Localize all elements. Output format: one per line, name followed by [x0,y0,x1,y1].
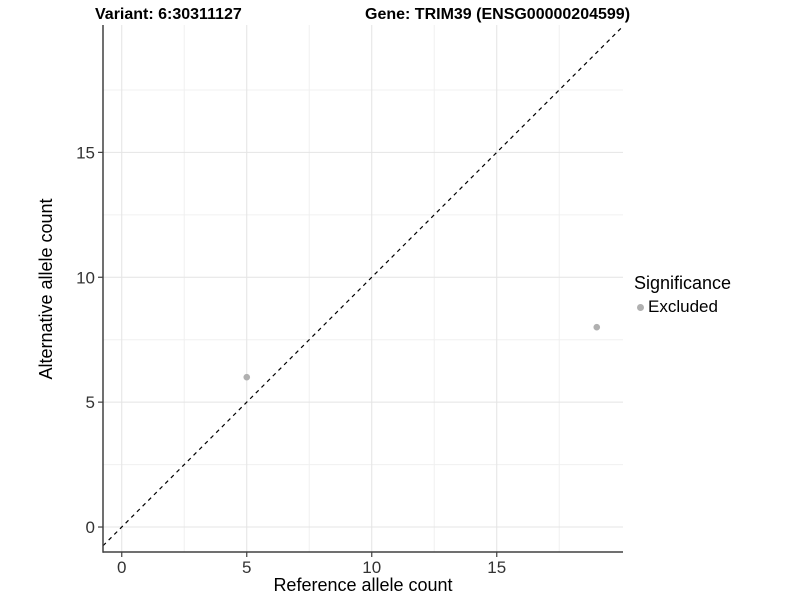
x-axis-title: Reference allele count [273,575,453,595]
legend-point-icon [637,303,644,311]
variant-title: Variant: 6:30311127 [95,6,242,23]
legend-item-excluded: Excluded [634,297,731,317]
data-point [593,323,601,331]
x-tick-label: 5 [242,558,251,577]
gene-title: Gene: TRIM39 (ENSG00000204599) [365,6,631,23]
y-tick-label: 10 [76,268,95,287]
y-tick-label: 0 [86,518,95,537]
data-point [243,373,251,381]
x-tick-label: 15 [487,558,506,577]
legend: Significance Excluded [634,273,731,317]
x-tick-label: 0 [117,558,126,577]
x-tick-label: 10 [362,558,381,577]
legend-title: Significance [634,273,732,293]
y-axis-title: Alternative allele count [36,198,56,380]
identity-dashed-line [102,25,624,547]
y-tick-label: 15 [76,143,95,162]
legend-item-label: Excluded [648,297,718,316]
y-tick-label: 5 [86,393,95,412]
